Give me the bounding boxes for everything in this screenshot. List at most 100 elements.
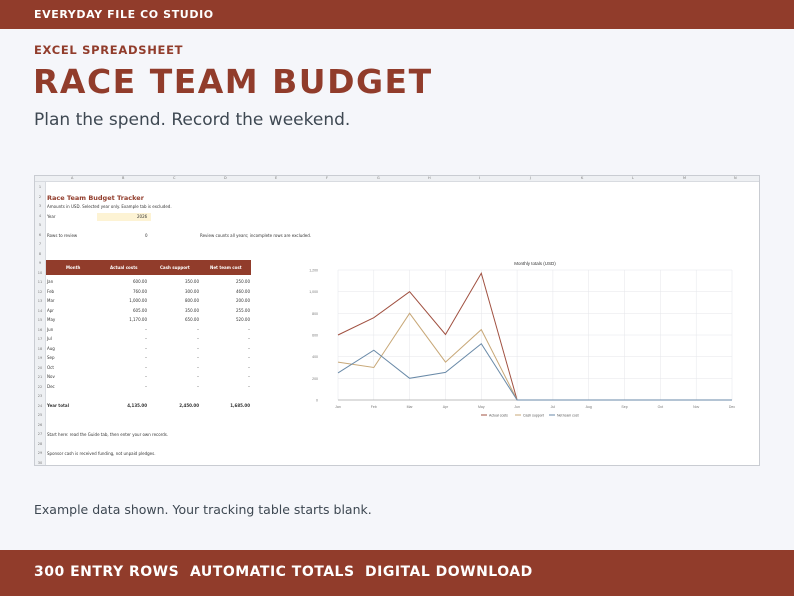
column-letter: H	[428, 176, 431, 180]
table-value-cell: 605.00	[133, 307, 147, 313]
header-actual-costs: Actual costs	[110, 265, 138, 270]
y-tick-label: 600	[312, 334, 318, 338]
table-value-cell: –	[248, 383, 250, 389]
table-value-cell: –	[197, 336, 199, 341]
column-letter: C	[173, 176, 176, 180]
row-number: 28	[37, 441, 43, 446]
table-value-cell: 200.00	[236, 298, 250, 303]
table-value-cell: –	[145, 336, 147, 341]
row-number: 7	[38, 242, 42, 246]
table-month-cell: Apr	[47, 307, 54, 313]
row-number: 18	[37, 346, 43, 351]
table-month-cell: Jun	[47, 326, 54, 332]
series-line-0	[337, 272, 732, 401]
table-month-cell: Aug	[47, 345, 55, 351]
table-value-cell: 255.00	[236, 307, 250, 313]
column-letter: E	[275, 176, 278, 180]
row-number: 15	[37, 318, 43, 322]
row-number: 14	[37, 308, 43, 313]
row-number: 3	[38, 204, 42, 208]
column-letter: L	[632, 176, 634, 180]
sheet-title: Race Team Budget Tracker	[47, 194, 144, 202]
y-tick-label: 0	[316, 399, 318, 403]
total-actual-costs: 4,135.00	[127, 403, 147, 408]
y-tick-label: 1,200	[309, 269, 318, 273]
year-value: 2026	[137, 214, 148, 219]
row-number: 12	[37, 289, 43, 294]
table-value-cell: –	[145, 383, 147, 389]
table-value-cell: –	[248, 326, 250, 332]
row-number: 29	[37, 451, 43, 455]
table-value-cell: –	[197, 345, 199, 351]
row-number: 11	[37, 280, 43, 284]
table-value-cell: –	[197, 374, 199, 379]
table-value-cell: –	[248, 364, 250, 370]
table-value-cell: 350.00	[185, 279, 199, 284]
legend-label: Cash support	[523, 414, 544, 418]
x-tick-label: Sep	[621, 405, 627, 409]
y-tick-label: 400	[312, 355, 318, 359]
table-month-cell: Nov	[47, 374, 55, 379]
table-value-cell: 250.00	[236, 279, 250, 284]
row-number: 17	[37, 337, 43, 341]
row-header-bar: 1 2 3 4 5 6 7 8 9 10 11 12 13 14 15 16 17 18 19 20 21 22 23 24 2…	[35, 182, 46, 465]
column-letter: D	[224, 176, 227, 180]
example-data-caption: Example data shown. Your tracking table …	[34, 502, 372, 517]
rows-to-review-value: 0	[145, 233, 148, 238]
x-tick-label: Mar	[407, 405, 414, 409]
row-number: 1	[38, 185, 42, 189]
column-letter: I	[479, 176, 481, 180]
row-number: 26	[37, 422, 43, 427]
chart-svg: Monthly totals (USD) 0 200 400 600 800 1,000 1,…	[309, 261, 735, 418]
table-value-cell: 760.00	[133, 288, 147, 294]
row-number: 30	[37, 460, 43, 465]
table-value-cell: 1,170.00	[129, 317, 147, 322]
rows-review-note: Review counts all years; incomplete rows…	[200, 233, 312, 238]
table-value-cell: –	[145, 345, 147, 351]
product-subtitle: Plan the spend. Record the weekend.	[34, 110, 351, 130]
row-number: 24	[37, 403, 43, 408]
table-value-cell: –	[197, 326, 199, 332]
year-total-label: Year total	[47, 403, 69, 408]
row-number: 22	[37, 384, 43, 389]
legend-label: Net team cost	[557, 414, 579, 418]
x-tick-label: Oct	[658, 405, 663, 409]
chart-title: Monthly totals (USD)	[514, 261, 556, 266]
table-month-cell: May	[47, 317, 56, 322]
x-tick-label: Jun	[514, 405, 520, 409]
y-tick-label: 800	[312, 312, 318, 316]
table-value-cell: 600.00	[133, 279, 147, 284]
table-month-cell: Mar	[47, 298, 55, 303]
y-tick-label: 1,000	[309, 290, 318, 294]
column-letter: M	[683, 176, 687, 180]
column-letter: A	[71, 176, 74, 180]
table-value-cell: 1,000.00	[129, 298, 147, 303]
table-value-cell: –	[145, 374, 147, 379]
rows-to-review-label: Rows to review	[47, 233, 78, 238]
row-number: 20	[37, 365, 43, 370]
row-number: 5	[38, 223, 42, 227]
row-number: 9	[38, 261, 42, 265]
product-title: RACE TEAM BUDGET	[33, 62, 433, 101]
table-value-cell: –	[248, 355, 250, 360]
table-value-cell: 650.00	[185, 317, 199, 322]
table-month-cell: Jul	[47, 336, 52, 341]
x-tick-label: May	[478, 405, 485, 409]
table-value-cell: 520.00	[236, 317, 250, 322]
year-input-cell[interactable]	[97, 213, 151, 221]
table-value-cell: –	[248, 345, 250, 351]
table-value-cell: –	[197, 383, 199, 389]
table-month-cell: Feb	[47, 288, 55, 294]
table-month-cell: Dec	[47, 383, 55, 389]
row-number: 23	[37, 394, 43, 398]
x-tick-label: Jul	[551, 405, 556, 409]
total-cash-support: 2,450.00	[179, 403, 199, 408]
column-letter: N	[734, 176, 737, 180]
table-value-cell: 300.00	[185, 288, 199, 294]
column-letter: K	[581, 176, 584, 180]
x-tick-label: Nov	[693, 405, 699, 409]
table-value-cell: –	[145, 364, 147, 370]
table-month-cell: Jan	[47, 279, 54, 284]
row-number: 6	[38, 232, 42, 237]
